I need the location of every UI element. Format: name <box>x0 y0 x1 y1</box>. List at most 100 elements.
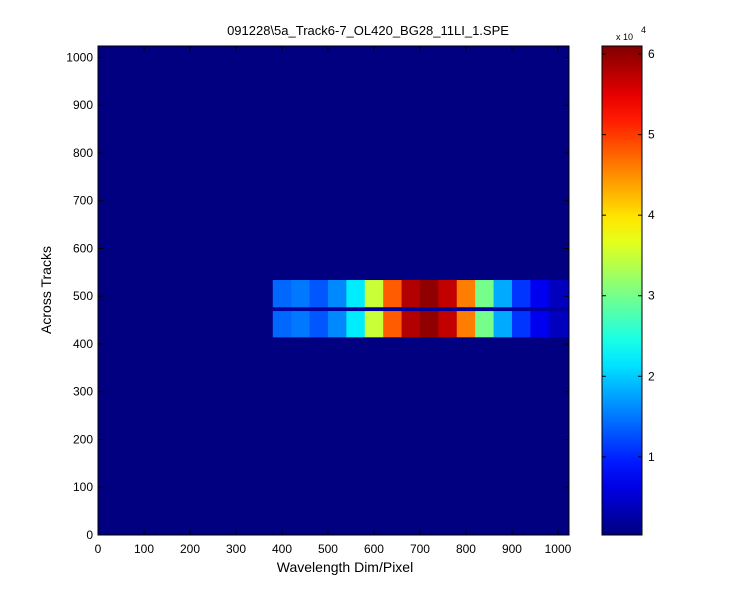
y-tick-label: 800 <box>73 146 93 160</box>
heatmap-cell <box>475 336 495 536</box>
heatmap-cell <box>493 336 513 536</box>
heatmap-cell <box>401 336 421 536</box>
heatmap-cell <box>383 46 403 281</box>
heatmap-cell <box>548 279 570 308</box>
heatmap-cell <box>438 336 458 536</box>
heatmap-cell <box>309 279 329 308</box>
heatmap-cell <box>419 306 439 312</box>
y-tick-label: 700 <box>73 194 93 208</box>
y-tick-label: 0 <box>86 528 93 542</box>
heatmap-cell <box>327 310 347 338</box>
colorbar-tick-label: 3 <box>648 289 655 303</box>
heatmap-cell <box>419 279 439 308</box>
heatmap-cell <box>438 279 458 308</box>
x-axis-label: Wavelength Dim/Pixel <box>277 559 413 575</box>
heatmap-cell <box>272 306 292 312</box>
heatmap-cell <box>309 306 329 312</box>
heatmap-cell <box>530 310 550 338</box>
heatmap-cell <box>327 46 347 281</box>
heatmap-cell <box>456 336 476 536</box>
heatmap-cell <box>511 279 531 308</box>
x-tick-label: 600 <box>364 542 384 556</box>
heatmap-cell <box>346 279 366 308</box>
y-tick-label: 400 <box>73 337 93 351</box>
heatmap-cell <box>548 46 570 281</box>
colorbar-tick-label: 1 <box>648 450 655 464</box>
x-tick-label: 400 <box>272 542 292 556</box>
heatmap-cell <box>548 306 570 312</box>
heatmap-cell <box>493 310 513 338</box>
heatmap-cell <box>475 46 495 281</box>
heatmap-cell <box>401 310 421 338</box>
y-tick-label: 1000 <box>66 50 93 64</box>
heatmap-cell <box>438 46 458 281</box>
heatmap-cell <box>475 279 495 308</box>
heatmap-cell <box>383 310 403 338</box>
heatmap-cell <box>511 310 531 338</box>
y-tick-label: 100 <box>73 480 93 494</box>
heatmap-cell <box>98 306 274 312</box>
heatmap-cell <box>272 279 292 308</box>
heatmap-cell <box>272 336 292 536</box>
heatmap-cell <box>291 279 311 308</box>
x-tick-label: 700 <box>410 542 430 556</box>
heatmap-cell <box>511 46 531 281</box>
heatmap-cell <box>419 310 439 338</box>
heatmap-cell <box>475 310 495 338</box>
heatmap-cell <box>309 336 329 536</box>
heatmap-cell <box>456 46 476 281</box>
heatmap-cell <box>327 279 347 308</box>
heatmap-cell <box>456 306 476 312</box>
y-tick-label: 300 <box>73 385 93 399</box>
colorbar-gradient <box>601 45 643 536</box>
x-tick-label: 200 <box>180 542 200 556</box>
heatmap-cell <box>401 306 421 312</box>
heatmap-cell <box>548 310 570 338</box>
heatmap-cell <box>364 336 384 536</box>
y-axis-label: Across Tracks <box>38 246 54 334</box>
heatmap-cell <box>401 279 421 308</box>
colorbar-tick-label: 2 <box>648 369 655 383</box>
colorbar-multiplier: x 10 <box>616 32 633 42</box>
colorbar-tick-label: 6 <box>648 47 655 61</box>
heatmap-cell <box>456 310 476 338</box>
x-tick-label: 900 <box>502 542 522 556</box>
heatmap-cell <box>346 306 366 312</box>
y-tick-label: 200 <box>73 432 93 446</box>
x-tick-label: 0 <box>95 542 102 556</box>
x-tick-label: 500 <box>318 542 338 556</box>
heatmap-cell <box>511 336 531 536</box>
heatmap-cell <box>438 306 458 312</box>
heatmap-cell <box>327 306 347 312</box>
heatmap-cell <box>530 279 550 308</box>
x-tick-label: 100 <box>134 542 154 556</box>
y-tick-label: 900 <box>73 98 93 112</box>
heatmap-cell <box>456 279 476 308</box>
heatmap-cell <box>346 336 366 536</box>
heatmap-cell <box>530 336 550 536</box>
heatmap-cell <box>98 279 274 308</box>
heatmap-cell <box>291 310 311 338</box>
heatmap-cell <box>364 306 384 312</box>
y-tick-label: 600 <box>73 241 93 255</box>
heatmap-cell <box>327 336 347 536</box>
heatmap-cell <box>346 46 366 281</box>
heatmap-cell <box>493 46 513 281</box>
heatmap-cell <box>475 306 495 312</box>
colorbar-multiplier-exponent: 4 <box>641 25 646 35</box>
heatmap-cell <box>291 46 311 281</box>
heatmap-cell <box>272 310 292 338</box>
heatmap-cell <box>364 279 384 308</box>
heatmap-cell <box>530 46 550 281</box>
heatmap-cell <box>493 306 513 312</box>
heatmap-cell <box>98 310 274 338</box>
y-tick-label: 500 <box>73 289 93 303</box>
heatmap-cell <box>493 279 513 308</box>
heatmap-cell <box>438 310 458 338</box>
heatmap-cell <box>98 46 274 281</box>
x-tick-label: 800 <box>456 542 476 556</box>
heatmap-cell <box>364 46 384 281</box>
heatmap-cell <box>309 46 329 281</box>
plot-area: 0 100 200 300 400 500 600 700 800 900 1000 0 100 200 3… <box>66 45 572 556</box>
heatmap-cell <box>383 279 403 308</box>
